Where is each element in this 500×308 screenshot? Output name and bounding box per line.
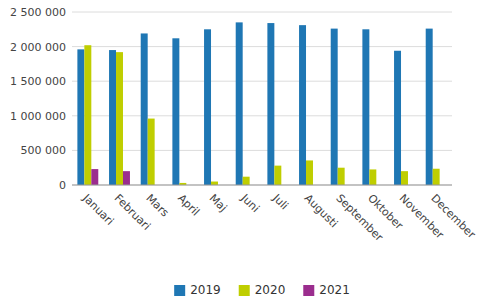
legend-item: 2021 [303, 283, 350, 297]
legend-swatch [239, 285, 250, 296]
bar [299, 25, 306, 185]
legend: 2019 2020 2021 [174, 283, 350, 297]
bar [236, 22, 243, 185]
grid-line [72, 46, 452, 47]
bar [243, 177, 250, 185]
bar [306, 160, 313, 185]
y-tick-label: 2 000 000 [10, 41, 66, 54]
bar [274, 166, 281, 185]
x-tick-label: Juli [269, 191, 290, 212]
legend-label: 2020 [255, 283, 286, 297]
bar [109, 50, 116, 185]
bar [369, 169, 376, 185]
legend-swatch [303, 285, 314, 296]
y-tick-label: 1 500 000 [10, 75, 66, 88]
bar [172, 38, 179, 185]
x-tick-label: Juni [238, 191, 262, 215]
bar [426, 29, 433, 185]
x-tick-label: Mars [143, 192, 171, 220]
bar [211, 182, 218, 185]
bars [77, 22, 439, 185]
bar [77, 49, 84, 185]
y-tick-label: 500 000 [21, 144, 67, 157]
bar [401, 171, 408, 185]
y-tick-label: 1 000 000 [10, 110, 66, 123]
bar [84, 45, 91, 185]
legend-label: 2019 [190, 283, 221, 297]
legend-item: 2019 [174, 283, 221, 297]
bar [204, 29, 211, 185]
bar [141, 33, 148, 185]
bar [394, 51, 401, 185]
legend-swatch [174, 285, 185, 296]
x-tick-label: April [175, 192, 202, 219]
bar [91, 169, 98, 185]
bar [116, 52, 123, 185]
grid-line [72, 12, 452, 13]
x-tick-label: Augusti [302, 192, 341, 231]
bar [338, 168, 345, 185]
bar [331, 29, 338, 185]
grid-line [72, 185, 452, 186]
grid [72, 12, 452, 185]
bar [148, 119, 155, 185]
y-tick-label: 2 500 000 [10, 6, 66, 19]
bar [123, 171, 130, 185]
legend-item: 2020 [239, 283, 286, 297]
y-tick-label: 0 [59, 179, 66, 192]
legend-label: 2021 [319, 283, 350, 297]
x-tick-label: Januari [79, 191, 116, 228]
x-tick-label: December [428, 192, 478, 242]
chart: 0 500 000 1 000 000 1 500 000 2 000 000 2 500… [0, 0, 500, 308]
bar [267, 23, 274, 185]
bar [433, 169, 440, 185]
bar [362, 29, 369, 185]
x-axis [72, 185, 452, 186]
x-tick-label: Maj [207, 192, 230, 215]
